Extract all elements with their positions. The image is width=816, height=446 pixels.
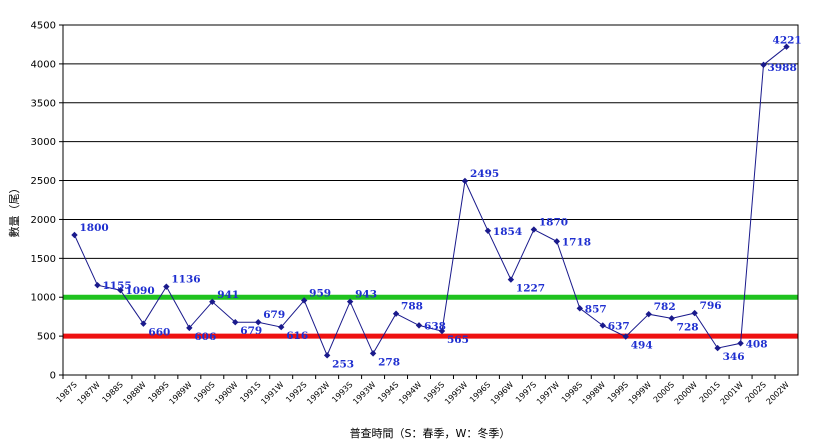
data-point	[392, 310, 400, 317]
data-point	[163, 283, 170, 290]
data-point	[576, 305, 583, 312]
data-label: 3988	[768, 62, 797, 74]
axes: 0 500 1000 1500 2000 2500 3000 3500 4000 4500 1987…	[31, 21, 799, 406]
data-labels: 1800115510906601136606941679679616959253…	[79, 35, 801, 371]
data-point	[507, 276, 515, 283]
data-label: 660	[148, 327, 170, 339]
grid-lines	[63, 24, 798, 337]
data-label: 494	[631, 340, 653, 352]
data-point	[71, 231, 78, 239]
data-label: 959	[309, 287, 331, 299]
x-tick-label: 1999W	[627, 380, 653, 406]
data-point	[622, 333, 629, 340]
x-axis-title: 普查時間（S：春季，W：冬季）	[350, 426, 511, 440]
data-point	[278, 323, 285, 331]
y-tick-label: 0	[50, 371, 56, 382]
x-tick-label: 1989W	[167, 380, 193, 406]
data-label: 1854	[493, 226, 522, 238]
data-point	[599, 322, 606, 329]
data-point	[484, 227, 492, 234]
data-label: 679	[240, 325, 262, 337]
y-tick-label: 3000	[31, 137, 56, 148]
data-point	[461, 177, 469, 185]
x-tick-label: 1993W	[351, 380, 377, 406]
x-tick-label: 1987W	[76, 380, 102, 406]
series-line	[71, 43, 790, 359]
data-label: 278	[378, 356, 400, 368]
data-label: 1718	[562, 236, 591, 248]
data-point	[255, 318, 262, 326]
data-label: 616	[286, 330, 308, 342]
y-axis-title: 數量（尾）	[8, 183, 21, 238]
series-line-path	[74, 46, 787, 357]
data-label: 2495	[470, 168, 499, 180]
x-tick-label: 1988W	[121, 380, 147, 406]
data-label: 728	[677, 321, 699, 333]
data-point	[553, 238, 561, 245]
data-point	[140, 320, 147, 327]
x-tick-label: 1991W	[259, 380, 285, 406]
reference-lines	[63, 294, 798, 339]
data-point	[737, 340, 744, 347]
data-point	[438, 327, 446, 335]
y-tick-label: 3500	[31, 98, 56, 109]
data-point	[530, 226, 538, 233]
data-label: 857	[585, 303, 607, 315]
x-tick-label: 1996W	[489, 380, 515, 406]
data-label: 253	[332, 358, 354, 370]
data-label: 782	[654, 301, 676, 313]
data-point	[760, 61, 767, 69]
data-point	[369, 350, 377, 357]
data-label: 943	[355, 289, 377, 301]
data-point	[117, 287, 124, 294]
data-label: 1136	[171, 274, 200, 286]
data-label: 606	[194, 331, 216, 343]
data-label: 4221	[773, 35, 802, 47]
data-point	[645, 310, 652, 318]
y-tick-label: 500	[37, 332, 56, 343]
data-point	[346, 298, 354, 305]
data-label: 1227	[516, 283, 545, 295]
data-point	[714, 344, 721, 352]
x-tick-label: 1998W	[581, 380, 607, 406]
x-tick-label: 1990W	[213, 380, 239, 406]
data-label: 1870	[539, 217, 568, 229]
data-label: 565	[447, 334, 469, 346]
data-label: 941	[217, 289, 239, 301]
data-label: 1800	[79, 222, 108, 234]
x-tick-label: 1995W	[443, 380, 469, 406]
data-point	[232, 318, 239, 326]
data-label: 1155	[102, 280, 131, 292]
x-tick-label: 2000W	[673, 380, 699, 406]
y-tick-label: 4500	[31, 21, 56, 32]
data-point	[186, 324, 193, 332]
data-label: 408	[746, 338, 768, 350]
x-tick-label: 2002W	[765, 380, 791, 406]
data-point	[323, 352, 331, 359]
data-label: 788	[401, 301, 423, 313]
y-tick-label: 4000	[31, 59, 56, 70]
data-label: 1090	[125, 285, 154, 297]
x-tick-label: 1997W	[535, 380, 561, 406]
y-tick-label: 1000	[31, 293, 56, 304]
data-point	[668, 315, 675, 322]
data-point	[209, 298, 216, 306]
x-tick-label: 2001W	[719, 380, 745, 406]
data-point	[300, 297, 308, 304]
data-point	[415, 322, 423, 329]
y-tick-label: 1500	[31, 254, 56, 265]
x-tick-label: 1994W	[397, 380, 423, 406]
data-label: 638	[424, 320, 446, 332]
data-point	[783, 43, 790, 50]
data-point	[94, 281, 101, 289]
x-tick-label: 1992W	[305, 380, 331, 406]
data-point	[691, 309, 698, 317]
y-tick-label: 2500	[31, 176, 56, 187]
data-label: 796	[700, 300, 722, 312]
data-label: 637	[608, 320, 630, 332]
data-label: 679	[263, 309, 285, 321]
y-tick-label: 2000	[31, 215, 56, 226]
data-label: 346	[723, 351, 745, 363]
